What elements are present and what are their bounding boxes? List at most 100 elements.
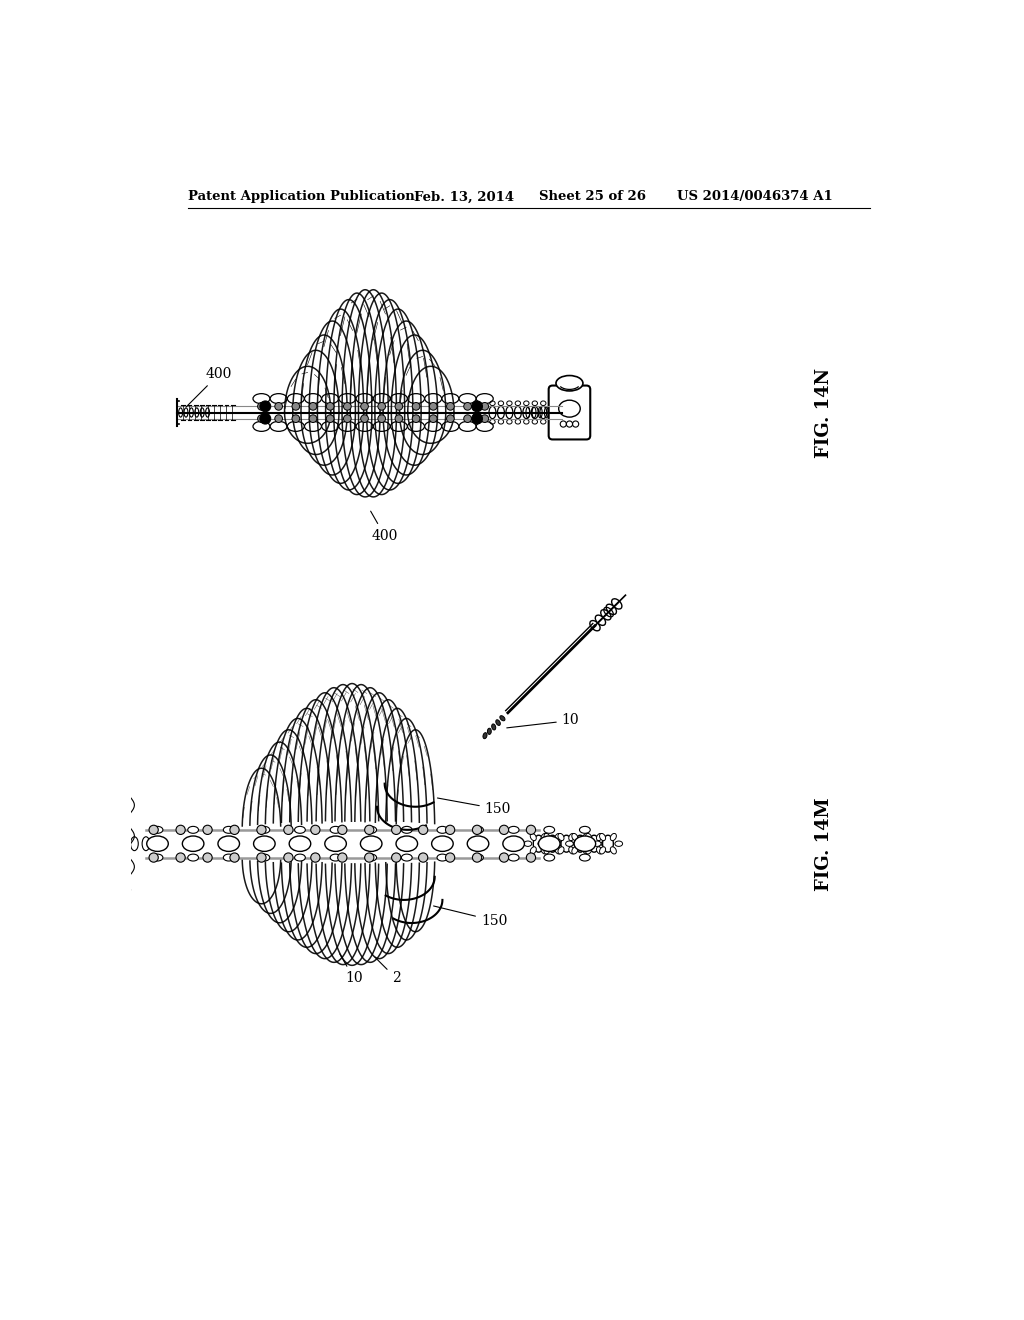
- Ellipse shape: [270, 393, 287, 404]
- Ellipse shape: [500, 715, 505, 721]
- Circle shape: [203, 825, 212, 834]
- Circle shape: [472, 413, 482, 424]
- Ellipse shape: [483, 733, 487, 739]
- Circle shape: [395, 403, 402, 411]
- Ellipse shape: [530, 833, 537, 841]
- Circle shape: [343, 414, 351, 422]
- Ellipse shape: [541, 846, 547, 854]
- Ellipse shape: [555, 846, 561, 854]
- Circle shape: [327, 403, 334, 411]
- Text: Sheet 25 of 26: Sheet 25 of 26: [539, 190, 646, 203]
- Circle shape: [284, 825, 293, 834]
- Circle shape: [343, 403, 351, 411]
- Circle shape: [176, 825, 185, 834]
- Circle shape: [203, 853, 212, 862]
- Ellipse shape: [601, 610, 611, 620]
- Ellipse shape: [568, 846, 574, 854]
- Ellipse shape: [425, 421, 441, 432]
- Circle shape: [176, 853, 185, 862]
- Text: 400: 400: [186, 367, 232, 407]
- Ellipse shape: [253, 421, 270, 432]
- Ellipse shape: [606, 605, 616, 615]
- Ellipse shape: [558, 833, 564, 841]
- Circle shape: [446, 403, 455, 411]
- Circle shape: [327, 414, 334, 422]
- Ellipse shape: [437, 826, 447, 833]
- Ellipse shape: [559, 841, 567, 846]
- Circle shape: [260, 401, 270, 412]
- Circle shape: [338, 825, 347, 834]
- Ellipse shape: [580, 841, 587, 846]
- Circle shape: [310, 853, 319, 862]
- Ellipse shape: [330, 854, 341, 861]
- Ellipse shape: [503, 836, 524, 851]
- Circle shape: [338, 853, 347, 862]
- Circle shape: [365, 825, 374, 834]
- Ellipse shape: [373, 421, 390, 432]
- Ellipse shape: [547, 836, 558, 853]
- Ellipse shape: [330, 826, 341, 833]
- Ellipse shape: [556, 375, 583, 391]
- Ellipse shape: [459, 421, 476, 432]
- Circle shape: [419, 825, 428, 834]
- Ellipse shape: [534, 836, 544, 853]
- Circle shape: [360, 414, 369, 422]
- Ellipse shape: [546, 841, 553, 846]
- Ellipse shape: [442, 393, 459, 404]
- Ellipse shape: [614, 841, 623, 846]
- Ellipse shape: [425, 393, 441, 404]
- Circle shape: [481, 414, 488, 422]
- Text: Patent Application Publication: Patent Application Publication: [188, 190, 415, 203]
- Ellipse shape: [539, 836, 560, 851]
- Ellipse shape: [602, 836, 613, 853]
- Circle shape: [257, 825, 266, 834]
- Ellipse shape: [288, 393, 304, 404]
- Circle shape: [378, 403, 386, 411]
- Ellipse shape: [571, 833, 578, 841]
- Ellipse shape: [289, 836, 310, 851]
- Circle shape: [464, 414, 471, 422]
- Ellipse shape: [524, 841, 531, 846]
- Circle shape: [526, 853, 536, 862]
- Ellipse shape: [254, 836, 275, 851]
- Ellipse shape: [396, 836, 418, 851]
- Ellipse shape: [544, 826, 555, 833]
- Ellipse shape: [442, 421, 459, 432]
- Circle shape: [257, 853, 266, 862]
- Circle shape: [413, 403, 420, 411]
- Ellipse shape: [259, 826, 269, 833]
- Ellipse shape: [558, 846, 564, 854]
- Circle shape: [413, 414, 420, 422]
- Ellipse shape: [223, 826, 234, 833]
- Ellipse shape: [595, 615, 605, 626]
- Text: 150: 150: [437, 799, 511, 816]
- Ellipse shape: [573, 841, 581, 846]
- Text: Feb. 13, 2014: Feb. 13, 2014: [414, 190, 514, 203]
- Ellipse shape: [476, 393, 494, 404]
- Ellipse shape: [408, 393, 425, 404]
- Text: FIG. 14N: FIG. 14N: [814, 367, 833, 458]
- Circle shape: [360, 403, 369, 411]
- Ellipse shape: [571, 846, 578, 854]
- Circle shape: [284, 853, 293, 862]
- Ellipse shape: [253, 393, 270, 404]
- Ellipse shape: [574, 836, 586, 853]
- Circle shape: [274, 403, 283, 411]
- Ellipse shape: [473, 826, 483, 833]
- Circle shape: [464, 403, 471, 411]
- Ellipse shape: [508, 826, 519, 833]
- Ellipse shape: [401, 854, 413, 861]
- Ellipse shape: [610, 833, 616, 841]
- Circle shape: [230, 825, 240, 834]
- Ellipse shape: [432, 836, 454, 851]
- Ellipse shape: [467, 836, 488, 851]
- Ellipse shape: [322, 393, 339, 404]
- Ellipse shape: [565, 841, 573, 846]
- Circle shape: [500, 853, 509, 862]
- Ellipse shape: [538, 841, 546, 846]
- Ellipse shape: [322, 421, 339, 432]
- Ellipse shape: [599, 833, 605, 841]
- Ellipse shape: [356, 393, 373, 404]
- Ellipse shape: [295, 826, 305, 833]
- Circle shape: [365, 853, 374, 862]
